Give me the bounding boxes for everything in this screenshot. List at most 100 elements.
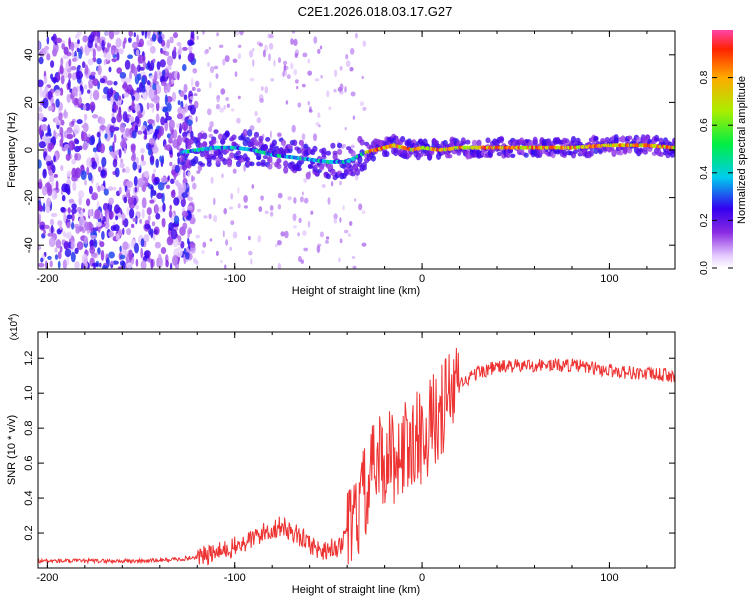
heatmap-cell <box>88 172 93 182</box>
heatmap-cell <box>359 139 365 146</box>
heatmap-cell <box>137 113 143 119</box>
heatmap-cell <box>75 91 78 97</box>
heatmap-cell <box>269 34 274 39</box>
heatmap-cell <box>147 31 151 39</box>
heatmap-cell <box>99 117 106 125</box>
heatmap-cell <box>58 112 63 121</box>
heatmap-cell <box>118 95 122 101</box>
heatmap-cell <box>187 196 194 201</box>
heatmap-cell <box>183 170 186 180</box>
heatmap-cell <box>350 171 356 177</box>
heatmap-cell <box>333 217 337 224</box>
heatmap-cell <box>280 231 285 237</box>
heatmap-cell <box>46 53 51 61</box>
heatmap-cell <box>111 116 116 124</box>
heatmap-cell <box>337 148 343 155</box>
heatmap-cell <box>223 208 227 215</box>
heatmap-cell <box>190 77 194 87</box>
heatmap-cell <box>344 229 349 234</box>
x-tick-label: 0 <box>419 273 425 285</box>
heatmap-cell <box>573 149 579 154</box>
heatmap-cell <box>78 190 85 199</box>
heatmap-cell <box>159 59 166 68</box>
heatmap-cell <box>165 259 169 268</box>
colorbar-tick-label: 0.6 <box>699 118 710 132</box>
heatmap-cell <box>62 54 69 60</box>
heatmap-cell <box>60 66 64 75</box>
heatmap-cell <box>141 85 146 93</box>
heatmap-cell <box>330 169 336 176</box>
heatmap-cell <box>83 113 88 121</box>
heatmap-cell <box>264 210 269 215</box>
heatmap-cell <box>384 150 390 158</box>
heatmap-cell <box>303 247 309 252</box>
heatmap-cell <box>210 176 214 184</box>
heatmap-cell <box>112 158 118 168</box>
heatmap-cell <box>99 262 102 268</box>
heatmap-cell <box>234 71 238 77</box>
heatmap-cell <box>253 131 260 138</box>
heatmap-cell <box>225 239 229 246</box>
heatmap-cell <box>83 104 87 111</box>
heatmap-cell <box>126 84 133 95</box>
heatmap-cell <box>168 209 173 218</box>
heatmap-cell <box>71 120 75 126</box>
heatmap-cell <box>319 231 324 238</box>
heatmap-cell <box>176 113 183 120</box>
heatmap-cell <box>195 259 199 266</box>
heatmap-cell <box>66 231 72 240</box>
heatmap-cell <box>222 58 226 66</box>
heatmap-cell <box>162 107 168 113</box>
heatmap-cell <box>51 77 58 83</box>
heatmap-cell <box>575 137 581 143</box>
heatmap-cell <box>179 123 182 134</box>
heatmap-cell <box>158 35 163 44</box>
heatmap-cell <box>104 133 108 139</box>
heatmap-cell <box>618 150 624 156</box>
heatmap-cell <box>38 56 44 65</box>
heatmap-cell <box>149 45 156 54</box>
heatmap-cell <box>106 42 110 53</box>
heatmap-cell <box>539 149 545 155</box>
heatmap-cell <box>90 71 96 76</box>
heatmap-cell <box>140 260 147 269</box>
heatmap-cell <box>78 216 85 227</box>
heatmap-cell <box>149 128 156 134</box>
heatmap-cell <box>92 89 100 101</box>
heatmap-cell <box>284 230 289 239</box>
heatmap-cell <box>206 161 212 167</box>
heatmap-cell <box>189 96 194 100</box>
snr-x-label: Height of straight line (km) <box>292 584 420 596</box>
spectrogram-y-label: Frequency (Hz) <box>6 112 18 188</box>
heatmap-cell <box>82 142 88 151</box>
heatmap-cell <box>358 203 363 211</box>
heatmap-cell <box>71 167 77 178</box>
heatmap-cell <box>87 58 94 66</box>
heatmap-cell <box>99 124 106 131</box>
heatmap-cell <box>38 112 44 121</box>
heatmap-cell <box>119 122 126 133</box>
heatmap-cell <box>354 198 357 202</box>
heatmap-cell <box>168 222 174 231</box>
heatmap-cell <box>183 83 188 93</box>
heatmap-cell <box>71 97 75 104</box>
colorbar-axis: 0.0 0.2 0.4 0.6 0.8 <box>699 70 733 275</box>
heatmap-cell <box>155 113 160 123</box>
heatmap-cell <box>168 72 173 81</box>
heatmap-cell <box>339 65 343 71</box>
heatmap-cell <box>186 183 189 189</box>
heatmap-cell <box>117 266 123 269</box>
heatmap-cell <box>213 129 219 135</box>
heatmap-cell <box>169 161 173 167</box>
snr-y-label: SNR (10 * v/v) <box>6 415 18 485</box>
heatmap-cell <box>46 161 52 166</box>
heatmap-cell <box>170 178 175 185</box>
heatmap-cell <box>197 142 203 149</box>
heatmap-cell <box>160 247 167 254</box>
heatmap-cell <box>220 260 223 264</box>
heatmap-cell <box>100 169 106 177</box>
heatmap-cell <box>118 48 124 55</box>
heatmap-cell <box>154 70 158 82</box>
heatmap-cell <box>658 151 664 157</box>
heatmap-cell <box>62 259 67 269</box>
